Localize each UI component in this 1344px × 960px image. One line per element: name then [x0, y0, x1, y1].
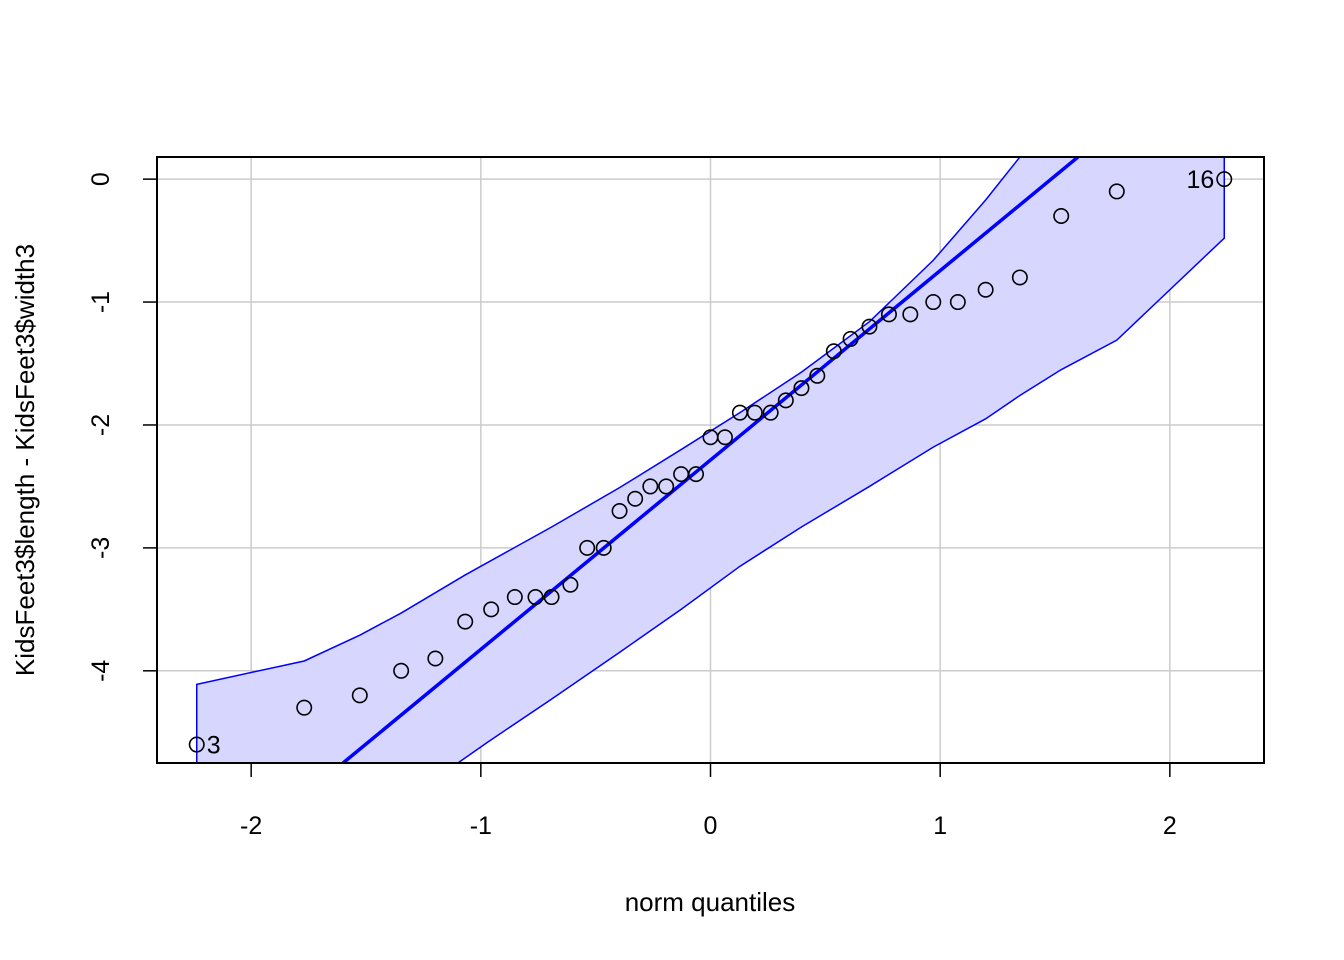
data-point-16	[658, 478, 675, 495]
data-point-15	[642, 478, 659, 495]
point-labels: 3 16	[207, 166, 1215, 759]
data-point-4	[427, 650, 444, 667]
data-point-32	[925, 294, 942, 311]
data-point-28	[842, 330, 859, 347]
data-point-25	[793, 380, 810, 397]
data-point-23	[762, 404, 779, 421]
data-point-22	[746, 404, 763, 421]
data-point-31	[902, 306, 919, 323]
data-point-3	[393, 662, 410, 679]
data-point-10	[562, 576, 579, 593]
data-point-11	[579, 539, 596, 556]
x-tick-label-2: 0	[704, 812, 718, 840]
y-tick-label-4: -4	[87, 660, 115, 682]
x-tick-label-1: -1	[470, 812, 492, 840]
x-axis: -2 -1 0 1 2	[240, 762, 1177, 840]
y-axis-label: KidsFeet3$length - KidsFeet3$width3	[10, 244, 40, 676]
reference-line	[341, 157, 1080, 763]
data-point-9	[543, 589, 560, 606]
data-point-29	[861, 318, 878, 335]
x-axis-label: norm quantiles	[625, 887, 796, 917]
data-point-1	[296, 699, 313, 716]
data-point-2	[351, 687, 368, 704]
y-axis: 0 -1 -2 -3 -4	[87, 172, 158, 682]
data-point-20	[716, 429, 733, 446]
data-point-26	[809, 367, 826, 384]
x-tick-label-4: 2	[1163, 812, 1177, 840]
data-point-35	[1011, 269, 1028, 286]
data-point-36	[1053, 208, 1070, 225]
data-point-12	[595, 539, 612, 556]
data-point-30	[880, 306, 897, 323]
y-tick-label-3: -3	[87, 537, 115, 559]
data-point-37	[1108, 183, 1125, 200]
point-label-1: 16	[1186, 166, 1214, 194]
data-point-0	[188, 736, 205, 753]
data-point-34	[977, 281, 994, 298]
data-point-18	[688, 466, 705, 483]
data-point-6	[483, 601, 500, 618]
data-point-33	[949, 294, 966, 311]
data-points	[188, 171, 1233, 753]
data-point-14	[627, 490, 644, 507]
y-tick-label-0: 0	[87, 172, 115, 186]
y-tick-label-2: -2	[87, 414, 115, 436]
data-point-5	[457, 613, 474, 630]
data-point-13	[611, 503, 628, 520]
data-point-24	[777, 392, 794, 409]
x-tick-label-0: -2	[240, 812, 262, 840]
point-label-0: 3	[207, 732, 221, 760]
x-tick-label-3: 1	[933, 812, 947, 840]
data-point-8	[527, 589, 544, 606]
y-tick-label-1: -1	[87, 291, 115, 313]
data-point-27	[825, 343, 842, 360]
data-point-38	[1216, 171, 1233, 188]
data-point-7	[506, 589, 523, 606]
